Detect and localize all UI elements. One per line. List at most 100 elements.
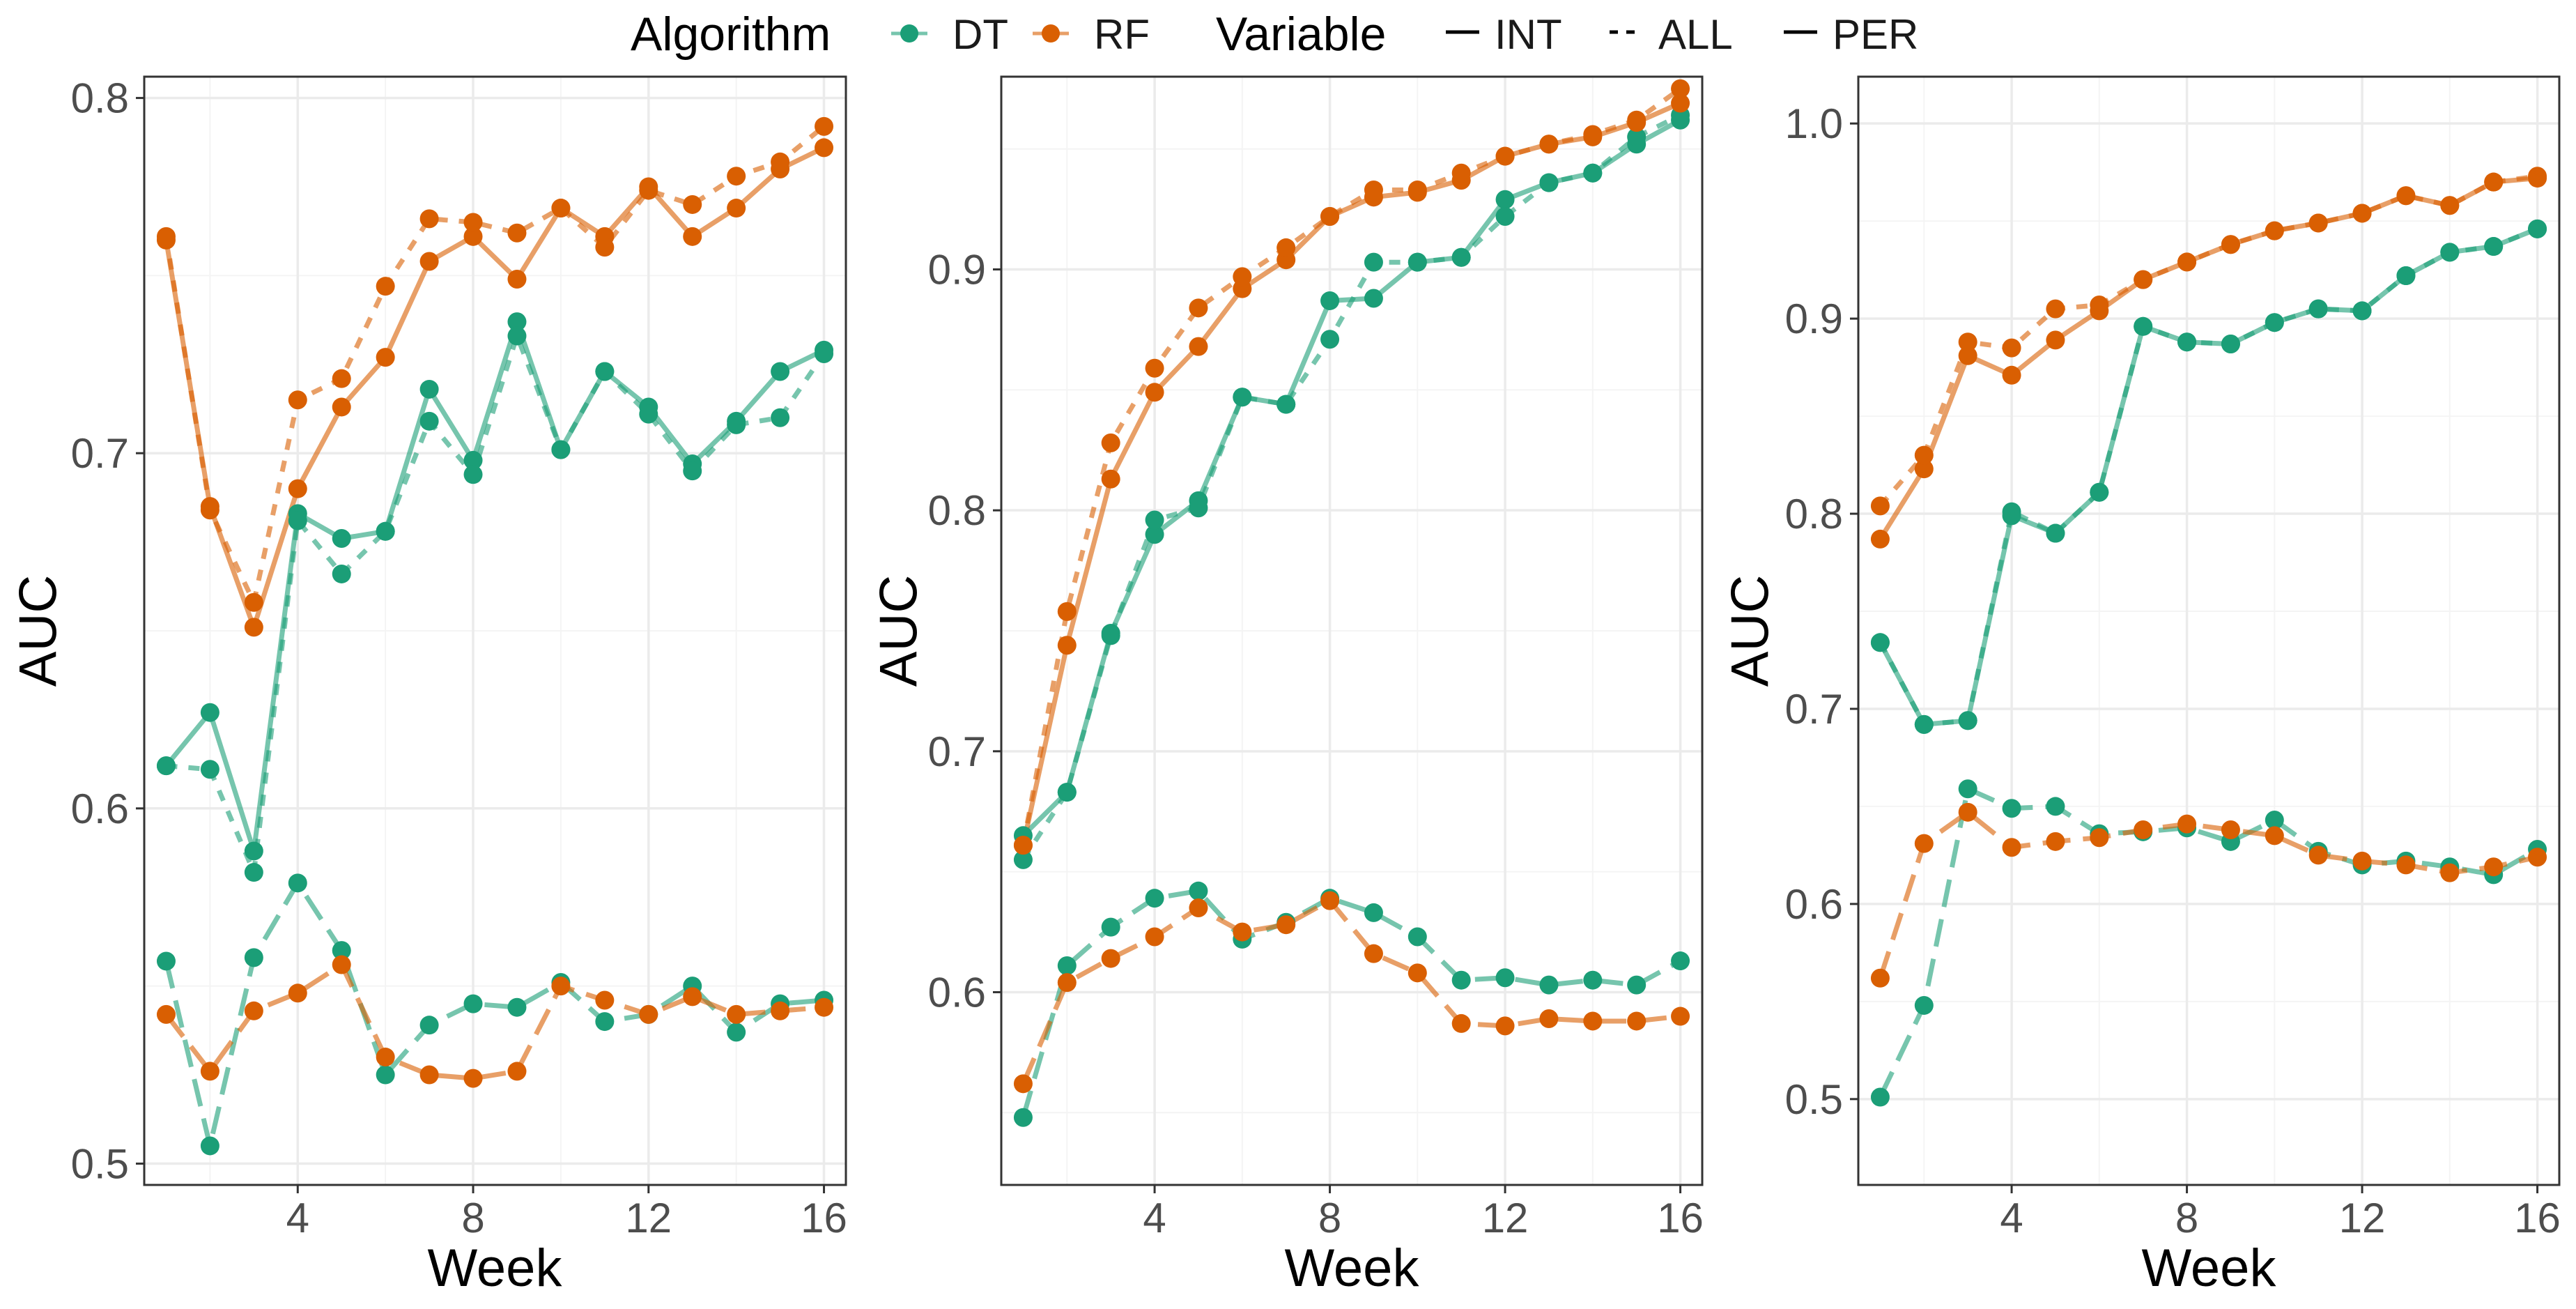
data-point-RF-ALL [2440,196,2460,215]
data-point-DT-PER [1145,889,1164,908]
data-point-DT-ALL [639,404,658,424]
series-line-DT-ALL [166,333,826,875]
data-point-DT-ALL [2090,482,2109,502]
legend-label-DT: DT [952,11,1008,58]
data-point-RF-PER [1101,949,1120,968]
data-point-RF-PER [2352,851,2372,871]
axes: 4 8 12 16 0.5 0.6 0.7 0.8 [71,75,847,1241]
data-point-RF-PER [1013,1074,1033,1094]
data-point-DT-INT [244,841,263,861]
data-point-RF-ALL [1583,125,1603,144]
x-tick-label: 16 [2514,1195,2561,1241]
data-point-RF-PER [2484,857,2504,877]
data-point-DT-PER [2046,797,2065,816]
y-tick-label: 0.6 [1785,881,1843,928]
data-point-DT-INT [1364,289,1383,308]
data-point-DT-INT [200,703,219,722]
y-tick-label: 0.5 [71,1140,129,1187]
data-point-DT-ALL [1145,510,1164,530]
data-point-RF-PER [1451,1013,1471,1033]
x-tick-label: 12 [1482,1195,1529,1241]
x-axis-title: Week [428,1239,563,1298]
data-point-RF-PER [1958,802,1977,822]
data-point-RF-ALL [683,194,702,214]
data-point-RF-ALL [2046,299,2065,319]
data-point-DT-ALL [771,408,790,427]
data-point-RF-PER [727,1004,746,1024]
x-tick-label: 16 [1657,1195,1704,1241]
data-point-DT-PER [244,948,263,967]
data-point-RF-PER [1671,1006,1690,1026]
data-point-RF-ALL [1495,146,1515,166]
series-points [156,116,834,1156]
data-point-DT-ALL [1320,330,1340,349]
data-point-RF-ALL [2177,252,2197,272]
series-line-DT-INT [1878,227,2538,727]
data-point-RF-ALL [1101,433,1120,452]
x-tick-label: 4 [1143,1195,1166,1241]
data-point-DT-ALL [288,511,307,530]
grid [1858,77,2559,1185]
data-point-RF-ALL [2352,204,2372,223]
data-point-RF-ALL [1013,836,1033,855]
data-point-RF-ALL [1671,79,1690,98]
data-point-RF-PER [419,1065,439,1085]
data-point-RF-PER [1870,968,1890,988]
data-point-DT-PER [1914,995,1934,1015]
data-point-RF-PER [1583,1011,1603,1031]
data-point-RF-INT [1057,636,1077,655]
data-point-RF-PER [332,955,351,974]
y-tick-label: 0.6 [71,786,129,832]
panel-1: 4 8 12 16 0.5 0.6 0.7 0.8 Week AUC [9,75,847,1298]
data-point-RF-PER [815,997,834,1017]
data-point-RF-ALL [1870,496,1890,516]
data-point-RF-PER [1189,898,1208,917]
legend-label-ALL: ALL [1658,11,1733,58]
legend-label-RF: RF [1094,11,1150,58]
data-point-DT-ALL [2440,243,2460,262]
data-point-DT-PER [156,951,176,971]
series-lines [1020,86,1682,1119]
y-tick-label: 0.9 [1785,296,1843,342]
data-point-DT-PER [288,873,307,893]
data-point-RF-INT [1958,346,1977,365]
legend-key-DT-point [900,24,918,43]
data-point-DT-PER [595,1012,615,1032]
data-point-DT-ALL [1583,163,1603,183]
data-point-RF-PER [1145,927,1164,947]
data-point-DT-ALL [2002,502,2021,521]
data-point-DT-ALL [200,760,219,779]
data-point-RF-PER [1320,891,1340,910]
data-point-RF-INT [1671,93,1690,113]
data-point-RF-PER [200,1062,219,1081]
y-axis-title: AUC [9,575,68,687]
series-line-DT-PER [1878,786,2539,1099]
data-point-DT-PER [1101,917,1120,937]
data-point-DT-ALL [507,326,527,346]
data-point-DT-PER [2002,799,2021,818]
data-point-RF-PER [2265,826,2284,845]
data-point-RF-ALL [1451,163,1471,183]
data-point-RF-PER [2308,845,2328,865]
data-point-DT-ALL [683,461,702,481]
data-point-DT-ALL [2046,523,2065,543]
panels: 4 8 12 16 0.5 0.6 0.7 0.8 Week AUC 4 8 12 16 0.6 0.7 0.8… [9,75,2561,1298]
data-point-DT-ALL [595,362,615,381]
data-point-RF-ALL [1958,332,1977,352]
data-point-RF-INT [463,227,483,246]
y-tick-label: 0.8 [928,487,986,534]
data-point-RF-PER [288,983,307,1003]
data-point-RF-PER [1914,834,1934,853]
series-line-DT-ALL [1021,113,1682,862]
data-point-RF-ALL [1914,445,1934,465]
series-line-DT-INT [1021,118,1682,838]
panel-border [1000,75,1704,1186]
y-tick-label: 0.7 [1785,686,1843,733]
data-point-RF-ALL [244,592,263,612]
data-point-RF-ALL [419,209,439,229]
x-tick-label: 12 [2339,1195,2386,1241]
data-point-RF-PER [244,1001,263,1020]
panel-2: 4 8 12 16 0.6 0.7 0.8 0.9 Week AUC [870,75,1704,1298]
data-point-DT-PER [1364,903,1383,922]
